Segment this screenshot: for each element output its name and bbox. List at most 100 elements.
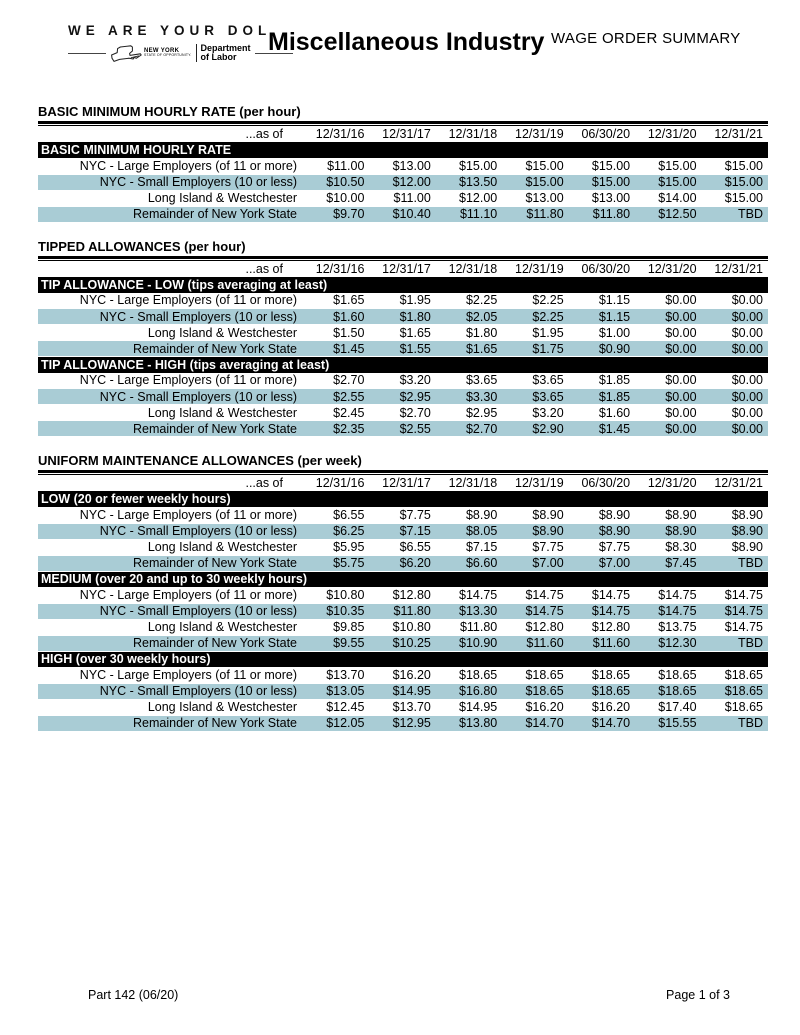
cell-value: $15.00 [568, 173, 636, 191]
cell-value: $18.65 [658, 667, 697, 682]
cell-value: $2.95 [465, 405, 498, 420]
group-banner-label: LOW (20 or fewer weekly hours) [38, 491, 768, 507]
logo-left-rule [68, 52, 106, 54]
cell-value: $7.00 [502, 554, 569, 572]
group-banner-row: MEDIUM (over 20 and up to 30 weekly hour… [38, 571, 768, 587]
as-of-label: ...as of [245, 261, 283, 276]
cell-value: $14.70 [568, 714, 636, 732]
dol-logo-row: NEW YORK STATE OF OPPORTUNITY. Departmen… [68, 42, 293, 64]
footer-page-number: Page 1 of 3 [666, 988, 730, 1002]
column-header-date: 12/31/18 [448, 261, 498, 276]
cell-value: $18.65 [724, 667, 763, 682]
section-title: BASIC MINIMUM HOURLY RATE (per hour) [38, 104, 301, 119]
cell-value: $14.75 [658, 587, 697, 602]
group-banner-label: TIP ALLOWANCE - LOW (tips averaging at l… [38, 276, 768, 293]
cell-value: $8.90 [635, 522, 702, 540]
table-row: NYC - Small Employers (10 or less) $6.25 $… [38, 522, 768, 540]
cell-value: $18.65 [724, 700, 763, 714]
cell-value: $1.65 [435, 340, 503, 357]
cell-value: $15.00 [459, 158, 498, 173]
cell-value: $11.80 [459, 620, 498, 634]
cell-value: $14.75 [459, 587, 498, 602]
cell-value: $7.15 [369, 522, 436, 540]
column-header-date: 12/31/16 [315, 127, 365, 141]
cell-value: $12.95 [369, 714, 436, 732]
table-row: Remainder of New York State $1.45 $1.55 $1.… [38, 340, 768, 357]
wage-section: TIPPED ALLOWANCES (per hour) ...as of 12/… [38, 239, 768, 437]
table-row: Long Island & Westchester $5.95 $6.55 $7.15… [38, 539, 768, 555]
cell-value: $0.00 [635, 388, 702, 405]
table-row: Long Island & Westchester $2.45 $2.70 $2.95… [38, 405, 768, 421]
page-subtitle: WAGE ORDER SUMMARY [551, 30, 741, 47]
table-row: NYC - Large Employers (of 11 or more) $1.… [38, 293, 768, 309]
new-york-wordmark: NEW YORK STATE OF OPPORTUNITY. [144, 48, 192, 58]
cell-value: $1.50 [333, 325, 365, 340]
cell-value: $6.25 [303, 522, 370, 540]
department-of-labor-label: Department of Labor [200, 42, 251, 63]
nysdol-logo: WE ARE YOUR DOL NEW YORK STATE OF OPPORT… [68, 23, 293, 64]
cell-value: $10.80 [392, 620, 431, 634]
row-label: NYC - Large Employers (of 11 or more) [79, 507, 297, 522]
row-label: NYC - Small Employers (10 or less) [38, 682, 303, 700]
row-label: NYC - Large Employers (of 11 or more) [79, 667, 297, 682]
as-of-label: ...as of [245, 476, 283, 490]
cell-value: $1.65 [399, 325, 431, 340]
cell-value: $12.45 [326, 700, 365, 714]
cell-value: $13.70 [326, 667, 365, 682]
cell-value: $8.90 [701, 522, 768, 540]
dept-line1: Department [200, 42, 251, 53]
cell-value: $7.75 [598, 540, 631, 554]
cell-value: $1.45 [568, 420, 636, 437]
cell-value: $18.65 [701, 682, 768, 700]
cell-value: $1.85 [568, 388, 636, 405]
cell-value: $10.25 [369, 634, 436, 652]
cell-value: $6.20 [369, 554, 436, 572]
column-header-date: 12/31/17 [382, 127, 431, 141]
cell-value: $3.20 [399, 373, 431, 388]
cell-value: $15.00 [502, 173, 569, 191]
table-row: NYC - Large Employers (of 11 or more) $11… [38, 158, 768, 174]
cell-value: $11.60 [502, 634, 569, 652]
table-row: Long Island & Westchester $1.50 $1.65 $1.80… [38, 325, 768, 341]
cell-value: $2.05 [435, 308, 503, 325]
cell-value: $2.70 [435, 420, 503, 437]
cell-value: $10.35 [303, 602, 370, 620]
cell-value: $12.30 [635, 634, 702, 652]
table-row: NYC - Small Employers (10 or less) $10.50… [38, 173, 768, 191]
row-label: NYC - Small Employers (10 or less) [38, 308, 303, 325]
cell-value: $0.00 [701, 388, 768, 405]
cell-value: $1.60 [303, 308, 370, 325]
column-header-date: 12/31/21 [714, 476, 763, 490]
cell-value: $14.75 [525, 587, 564, 602]
cell-value: $11.80 [568, 205, 636, 223]
date-header-row: ...as of 12/31/16 12/31/17 12/31/18 12/31/19… [38, 261, 768, 277]
wage-section: BASIC MINIMUM HOURLY RATE (per hour) ...… [38, 104, 768, 223]
table-row: NYC - Small Employers (10 or less) $13.05… [38, 682, 768, 700]
new-york-state-icon [111, 45, 142, 62]
cell-value: $18.65 [502, 682, 569, 700]
cell-value: $1.95 [532, 325, 564, 340]
cell-value: $2.70 [333, 373, 365, 388]
cell-value: $5.95 [333, 540, 365, 554]
cell-value: $15.00 [724, 191, 763, 205]
row-label: Remainder of New York State [38, 714, 303, 732]
wage-tables-container: BASIC MINIMUM HOURLY RATE (per hour) ...… [38, 104, 768, 748]
cell-value: $12.05 [303, 714, 370, 732]
row-label: NYC - Large Employers (of 11 or more) [79, 158, 297, 173]
cell-value: $11.80 [369, 602, 436, 620]
row-label: Remainder of New York State [38, 205, 303, 223]
cell-value: $8.90 [502, 522, 569, 540]
column-header-date: 12/31/21 [714, 127, 763, 141]
cell-value: $8.90 [568, 522, 636, 540]
cell-value: $2.25 [532, 293, 564, 308]
cell-value: $14.70 [502, 714, 569, 732]
cell-value: $1.55 [369, 340, 436, 357]
cell-value: $13.05 [303, 682, 370, 700]
cell-value: $1.00 [598, 325, 631, 340]
row-label: Remainder of New York State [38, 554, 303, 572]
column-header-date: 12/31/17 [382, 261, 431, 276]
cell-value: $10.00 [326, 191, 365, 205]
cell-value: $12.80 [392, 587, 431, 602]
cell-value: $8.90 [731, 507, 763, 522]
cell-value: $0.00 [731, 325, 763, 340]
